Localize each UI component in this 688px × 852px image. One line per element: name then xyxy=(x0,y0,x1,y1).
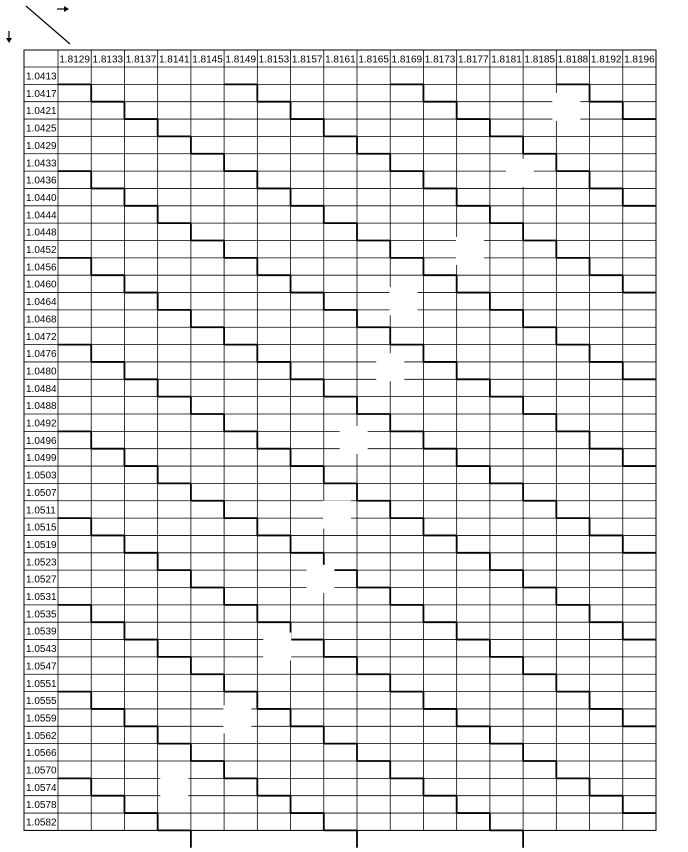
blank-patch xyxy=(160,774,189,803)
row-header: 1.0566 xyxy=(26,748,57,759)
row-header: 1.0543 xyxy=(26,644,57,655)
row-header: 1.0547 xyxy=(26,661,57,672)
row-header: 1.0531 xyxy=(26,592,57,603)
row-header: 1.0555 xyxy=(26,696,57,707)
blank-patch xyxy=(376,353,405,382)
column-header: 1.8133 xyxy=(93,55,124,66)
row-header: 1.0511 xyxy=(26,505,56,516)
row-header: 1.0515 xyxy=(26,523,57,534)
row-header: 1.0527 xyxy=(26,575,57,586)
column-header: 1.8153 xyxy=(259,55,290,66)
blank-patch xyxy=(455,236,484,265)
row-header: 1.0582 xyxy=(26,818,57,829)
column-header: 1.8192 xyxy=(591,55,622,66)
column-header: 1.8196 xyxy=(624,55,655,66)
diagonal-line xyxy=(25,5,71,45)
row-header: 1.0433 xyxy=(26,158,57,169)
row-header: 1.0472 xyxy=(26,332,57,343)
right-arrow-icon xyxy=(57,6,69,12)
row-header: 1.0519 xyxy=(26,540,57,551)
corner-arrows xyxy=(6,5,71,45)
blank-patch xyxy=(306,564,335,593)
row-header: 1.0413 xyxy=(26,72,57,83)
row-header: 1.0507 xyxy=(26,488,57,499)
row-header: 1.0492 xyxy=(26,419,57,430)
column-header: 1.8149 xyxy=(225,55,256,66)
row-header: 1.0476 xyxy=(26,349,57,360)
row-header: 1.0570 xyxy=(26,766,57,777)
row-header: 1.0456 xyxy=(26,262,57,273)
row-header: 1.0460 xyxy=(26,280,57,291)
down-arrow-icon xyxy=(6,31,12,43)
row-header: 1.0484 xyxy=(26,384,57,395)
row-header: 1.0499 xyxy=(26,453,57,464)
row-header: 1.0429 xyxy=(26,141,57,152)
column-header: 1.8185 xyxy=(524,55,555,66)
column-header: 1.8137 xyxy=(126,55,157,66)
blank-patch xyxy=(263,632,292,661)
row-header: 1.0468 xyxy=(26,314,57,325)
column-header: 1.8165 xyxy=(358,55,389,66)
blank-patch xyxy=(552,92,581,121)
column-header: 1.8173 xyxy=(425,55,456,66)
blank-patch xyxy=(223,705,252,734)
row-header: 1.0417 xyxy=(26,89,57,100)
row-header: 1.0488 xyxy=(26,401,57,412)
column-header: 1.8169 xyxy=(392,55,423,66)
row-header: 1.0574 xyxy=(26,783,57,794)
blank-patch xyxy=(323,500,352,529)
row-header: 1.0539 xyxy=(26,627,57,638)
row-header: 1.0551 xyxy=(26,679,57,690)
row-header: 1.0480 xyxy=(26,366,57,377)
row-header: 1.0464 xyxy=(26,297,57,308)
column-header: 1.8177 xyxy=(458,55,489,66)
row-header: 1.0452 xyxy=(26,245,57,256)
row-header: 1.0440 xyxy=(26,193,57,204)
column-header: 1.8145 xyxy=(192,55,223,66)
column-header: 1.8129 xyxy=(59,55,90,66)
column-header: 1.8188 xyxy=(558,55,589,66)
column-header: 1.8181 xyxy=(491,55,522,66)
row-header: 1.0535 xyxy=(26,609,57,620)
row-header: 1.0444 xyxy=(26,210,57,221)
column-header: 1.8157 xyxy=(292,55,323,66)
blank-patch xyxy=(339,426,368,455)
row-header: 1.0425 xyxy=(26,124,57,135)
row-header: 1.0559 xyxy=(26,713,57,724)
row-header: 1.0578 xyxy=(26,800,57,811)
column-header: 1.8161 xyxy=(325,55,356,66)
row-header: 1.0496 xyxy=(26,436,57,447)
row-header: 1.0562 xyxy=(26,731,57,742)
row-header: 1.0421 xyxy=(26,106,57,117)
row-header: 1.0436 xyxy=(26,176,57,187)
blank-patch xyxy=(389,287,418,316)
row-header: 1.0503 xyxy=(26,471,57,482)
column-header: 1.8141 xyxy=(159,55,190,66)
row-header: 1.0448 xyxy=(26,228,57,239)
blank-patch xyxy=(505,158,534,187)
row-header: 1.0523 xyxy=(26,557,57,568)
